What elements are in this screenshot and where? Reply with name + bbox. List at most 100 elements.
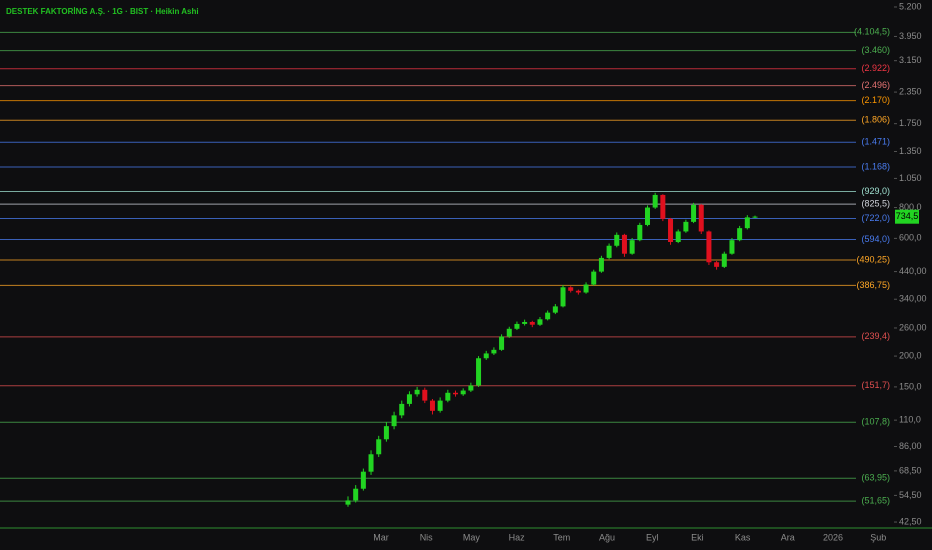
y-tick-label: 3.150 bbox=[899, 55, 922, 65]
candle-body bbox=[468, 385, 474, 391]
y-tick-label: 1.350 bbox=[899, 146, 922, 156]
y-tick-label: 68,50 bbox=[899, 465, 922, 475]
level-label: (1.471) bbox=[861, 137, 890, 147]
level-label: (594,0) bbox=[861, 234, 890, 244]
y-tick-label: 110,0 bbox=[899, 415, 921, 425]
candle-body bbox=[683, 221, 689, 232]
candle-body bbox=[491, 349, 497, 354]
y-tick-label: 340,00 bbox=[899, 294, 927, 304]
candle-body bbox=[729, 240, 735, 254]
candle-body bbox=[429, 400, 435, 411]
x-tick-label: Nis bbox=[420, 532, 433, 542]
x-tick-label: Eki bbox=[691, 532, 704, 542]
candle-body bbox=[560, 287, 566, 307]
x-tick-label: Kas bbox=[735, 532, 751, 542]
candle-body bbox=[583, 284, 589, 293]
candle-body bbox=[591, 271, 597, 285]
chart-title: DESTEK FAKTORİNG A.Ş. · 1G · BIST · Heik… bbox=[6, 7, 199, 16]
x-tick-label: Tem bbox=[553, 532, 570, 542]
y-tick-label: 3.950 bbox=[899, 31, 922, 41]
candle-body bbox=[353, 488, 359, 501]
y-tick-label: 260,00 bbox=[899, 322, 927, 332]
candle-body bbox=[621, 234, 627, 254]
level-label: (239,4) bbox=[861, 331, 890, 341]
candle-body bbox=[552, 306, 558, 313]
candle-body bbox=[483, 353, 489, 359]
candle-body bbox=[360, 471, 366, 489]
candle-body bbox=[422, 389, 428, 401]
candle-body bbox=[437, 400, 443, 411]
y-tick-label: 150,0 bbox=[899, 381, 922, 391]
candle-body bbox=[460, 390, 466, 395]
y-tick-label: 200,0 bbox=[899, 350, 922, 360]
candle-body bbox=[514, 323, 520, 329]
candle-body bbox=[345, 500, 351, 505]
level-label: (722,0) bbox=[861, 213, 890, 223]
candle-body bbox=[476, 358, 482, 386]
candle-body bbox=[399, 403, 405, 416]
candle-body bbox=[752, 216, 758, 218]
level-label: (3.460) bbox=[861, 45, 890, 55]
candle-body bbox=[714, 262, 720, 267]
candle-body bbox=[391, 415, 397, 427]
candle-body bbox=[629, 240, 635, 254]
x-tick-label: 2026 bbox=[823, 532, 843, 542]
candle-body bbox=[698, 204, 704, 232]
candle-body bbox=[545, 312, 551, 320]
candle-body bbox=[637, 224, 643, 241]
candle-body bbox=[691, 204, 697, 222]
candle-body bbox=[744, 217, 750, 229]
candle-body bbox=[644, 207, 650, 225]
candle-body bbox=[453, 392, 459, 395]
candle-body bbox=[660, 194, 666, 219]
y-tick-label: 86,00 bbox=[899, 441, 922, 451]
candle-body bbox=[652, 194, 658, 208]
level-label: (1.168) bbox=[861, 161, 890, 171]
x-tick-label: Şub bbox=[870, 532, 886, 542]
x-tick-label: Eyl bbox=[646, 532, 659, 542]
candle-body bbox=[414, 389, 420, 395]
level-label: (2.922) bbox=[861, 63, 890, 73]
level-label: (1.806) bbox=[861, 115, 890, 125]
level-label: (2.170) bbox=[861, 95, 890, 105]
candle-body bbox=[522, 321, 528, 324]
level-label: (51,65) bbox=[861, 496, 890, 506]
candle-body bbox=[529, 321, 535, 325]
candle-body bbox=[537, 319, 543, 325]
candle-body bbox=[575, 290, 581, 293]
y-tick-label: 5.200 bbox=[899, 1, 922, 11]
candle-body bbox=[721, 253, 727, 267]
candle-body bbox=[376, 439, 382, 455]
level-label: (107,8) bbox=[861, 417, 890, 427]
y-tick-label: 440,00 bbox=[899, 266, 927, 276]
candle-body bbox=[668, 218, 674, 243]
level-label: (825,5) bbox=[861, 199, 890, 209]
candle-body bbox=[598, 257, 604, 272]
candle-body bbox=[675, 231, 681, 243]
level-label: (63,95) bbox=[861, 473, 890, 483]
x-tick-label: May bbox=[463, 532, 481, 542]
last-price-label: 734,5 bbox=[896, 211, 919, 221]
x-tick-label: Mar bbox=[373, 532, 389, 542]
candle-body bbox=[383, 426, 389, 440]
x-tick-label: Ağu bbox=[599, 532, 615, 542]
level-label: (2.496) bbox=[861, 80, 890, 90]
y-tick-label: 54,50 bbox=[899, 490, 922, 500]
level-label: (929,0) bbox=[861, 186, 890, 196]
y-tick-label: 2.350 bbox=[899, 86, 922, 96]
level-label: (490,25) bbox=[856, 254, 890, 264]
y-tick-label: 600,0 bbox=[899, 233, 922, 243]
candle-body bbox=[368, 454, 374, 472]
level-label: (151,7) bbox=[861, 380, 890, 390]
candle-body bbox=[445, 392, 451, 401]
x-tick-label: Haz bbox=[509, 532, 526, 542]
candle-body bbox=[499, 336, 505, 350]
y-tick-label: 42,50 bbox=[899, 516, 922, 526]
candle-body bbox=[737, 228, 743, 241]
candle-body bbox=[406, 394, 412, 404]
candle-body bbox=[706, 231, 712, 263]
y-tick-label: 1.050 bbox=[899, 173, 922, 183]
